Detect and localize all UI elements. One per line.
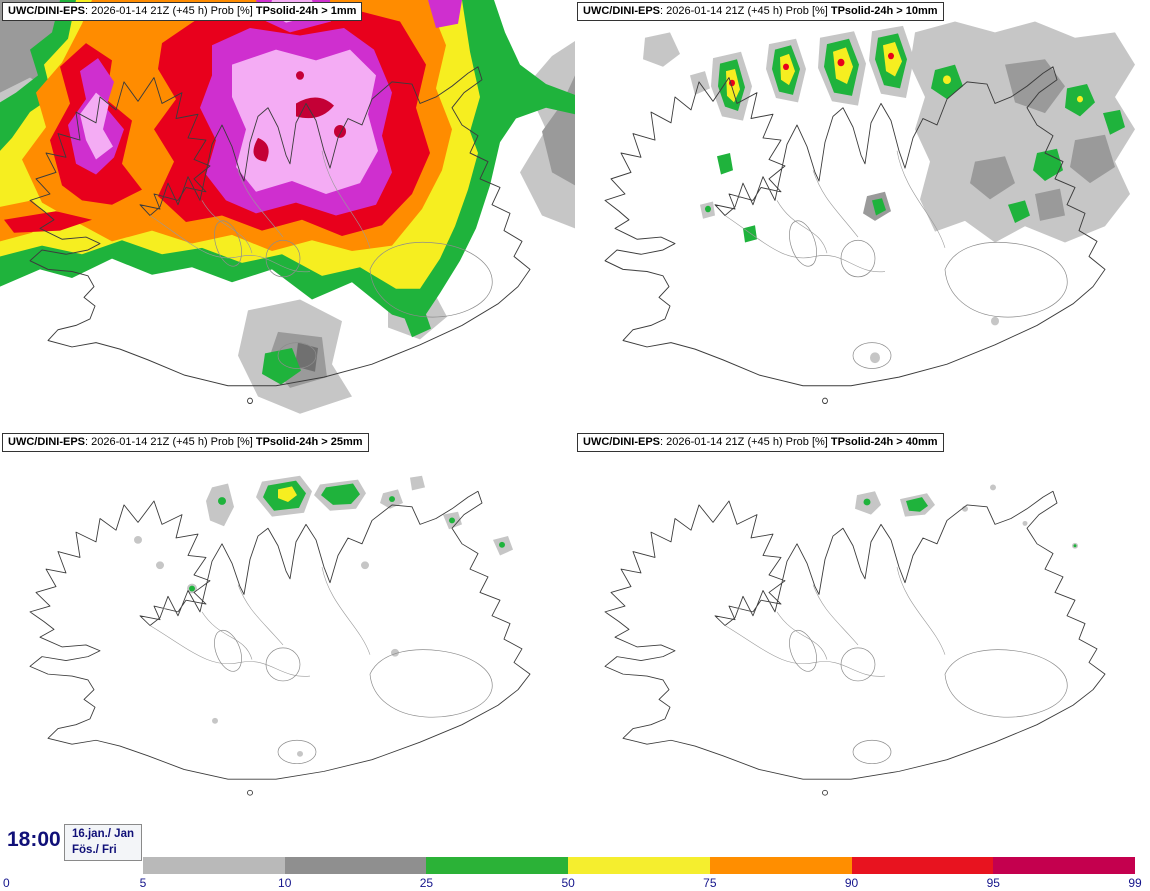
run-meta: : 2026-01-14 21Z (+45 h) Prob [%]: [660, 5, 828, 17]
panel-prob-gt-10mm: UWC/DINI-EPS: 2026-01-14 21Z (+45 h) Pro…: [575, 0, 1150, 431]
run-meta: : 2026-01-14 21Z (+45 h) Prob [%]: [85, 5, 253, 17]
colorbar-segment: [568, 857, 710, 874]
map-grid-top-row: UWC/DINI-EPS: 2026-01-14 21Z (+45 h) Pro…: [0, 0, 1150, 431]
colorbar-tick: 0: [3, 876, 10, 890]
panel-title: UWC/DINI-EPS: 2026-01-14 21Z (+45 h) Pro…: [577, 433, 944, 452]
probability-field-25mm: [134, 475, 513, 757]
model-name: UWC/DINI-EPS: [8, 436, 85, 448]
valid-date-line1: 16.jan./ Jan: [72, 828, 135, 840]
colorbar-segment: [284, 857, 427, 874]
colorbar-tick: 5: [139, 876, 147, 890]
colorbar-tick: 25: [419, 876, 434, 890]
colorbar-segment: [851, 857, 994, 874]
panel-title: UWC/DINI-EPS: 2026-01-14 21Z (+45 h) Pro…: [577, 2, 944, 21]
probability-field-10mm: [643, 21, 1135, 364]
panel-prob-gt-25mm: UWC/DINI-EPS: 2026-01-14 21Z (+45 h) Pro…: [0, 431, 575, 820]
footer: 18:00 16.jan./ Jan Fös./ Fri 0 5 10 25 50 75 9…: [0, 820, 1150, 891]
param-name: TPsolid-24h > 40mm: [830, 436, 938, 448]
panel-prob-gt-1mm: UWC/DINI-EPS: 2026-01-14 21Z (+45 h) Pro…: [0, 0, 575, 431]
colorbar-tick: 95: [986, 876, 1000, 890]
colorbar-segment: [709, 857, 852, 874]
colorbar: [143, 857, 1136, 874]
iceland-map-1mm: [0, 0, 575, 414]
run-meta: : 2026-01-14 21Z (+45 h) Prob [%]: [85, 436, 253, 448]
model-name: UWC/DINI-EPS: [8, 5, 85, 17]
valid-time: 18:00: [7, 828, 61, 851]
probability-field-1mm: [0, 0, 575, 414]
panel-prob-gt-40mm: UWC/DINI-EPS: 2026-01-14 21Z (+45 h) Pro…: [575, 431, 1150, 820]
iceland-map-40mm: [604, 484, 1106, 796]
iceland-map-10mm: [604, 21, 1135, 405]
map-grid-bottom-row: UWC/DINI-EPS: 2026-01-14 21Z (+45 h) Pro…: [0, 431, 1150, 820]
colorbar-tick: 99: [1128, 876, 1142, 890]
model-name: UWC/DINI-EPS: [583, 5, 660, 17]
model-name: UWC/DINI-EPS: [583, 436, 660, 448]
colorbar-tick: 75: [703, 876, 717, 890]
iceland-map-25mm: [29, 475, 531, 796]
valid-date-line2: Fös./ Fri: [72, 843, 117, 856]
colorbar-segment: [143, 857, 285, 874]
colorbar-segment: [426, 857, 569, 874]
param-name: TPsolid-24h > 1mm: [255, 5, 357, 17]
colorbar-tick: 50: [561, 876, 575, 890]
colorbar-segment: [993, 857, 1136, 874]
probability-field-40mm: [855, 484, 1078, 549]
colorbar-tick: 10: [278, 876, 292, 890]
param-name: TPsolid-24h > 10mm: [830, 5, 938, 17]
param-name: TPsolid-24h > 25mm: [255, 436, 363, 448]
panel-title: UWC/DINI-EPS: 2026-01-14 21Z (+45 h) Pro…: [2, 433, 369, 452]
panel-title: UWC/DINI-EPS: 2026-01-14 21Z (+45 h) Pro…: [2, 2, 363, 21]
colorbar-ticks: 0 5 10 25 50 75 90 95 99: [0, 876, 1150, 891]
run-meta: : 2026-01-14 21Z (+45 h) Prob [%]: [660, 436, 828, 448]
colorbar-tick: 90: [844, 876, 859, 890]
valid-date: 16.jan./ Jan Fös./ Fri: [64, 824, 143, 862]
